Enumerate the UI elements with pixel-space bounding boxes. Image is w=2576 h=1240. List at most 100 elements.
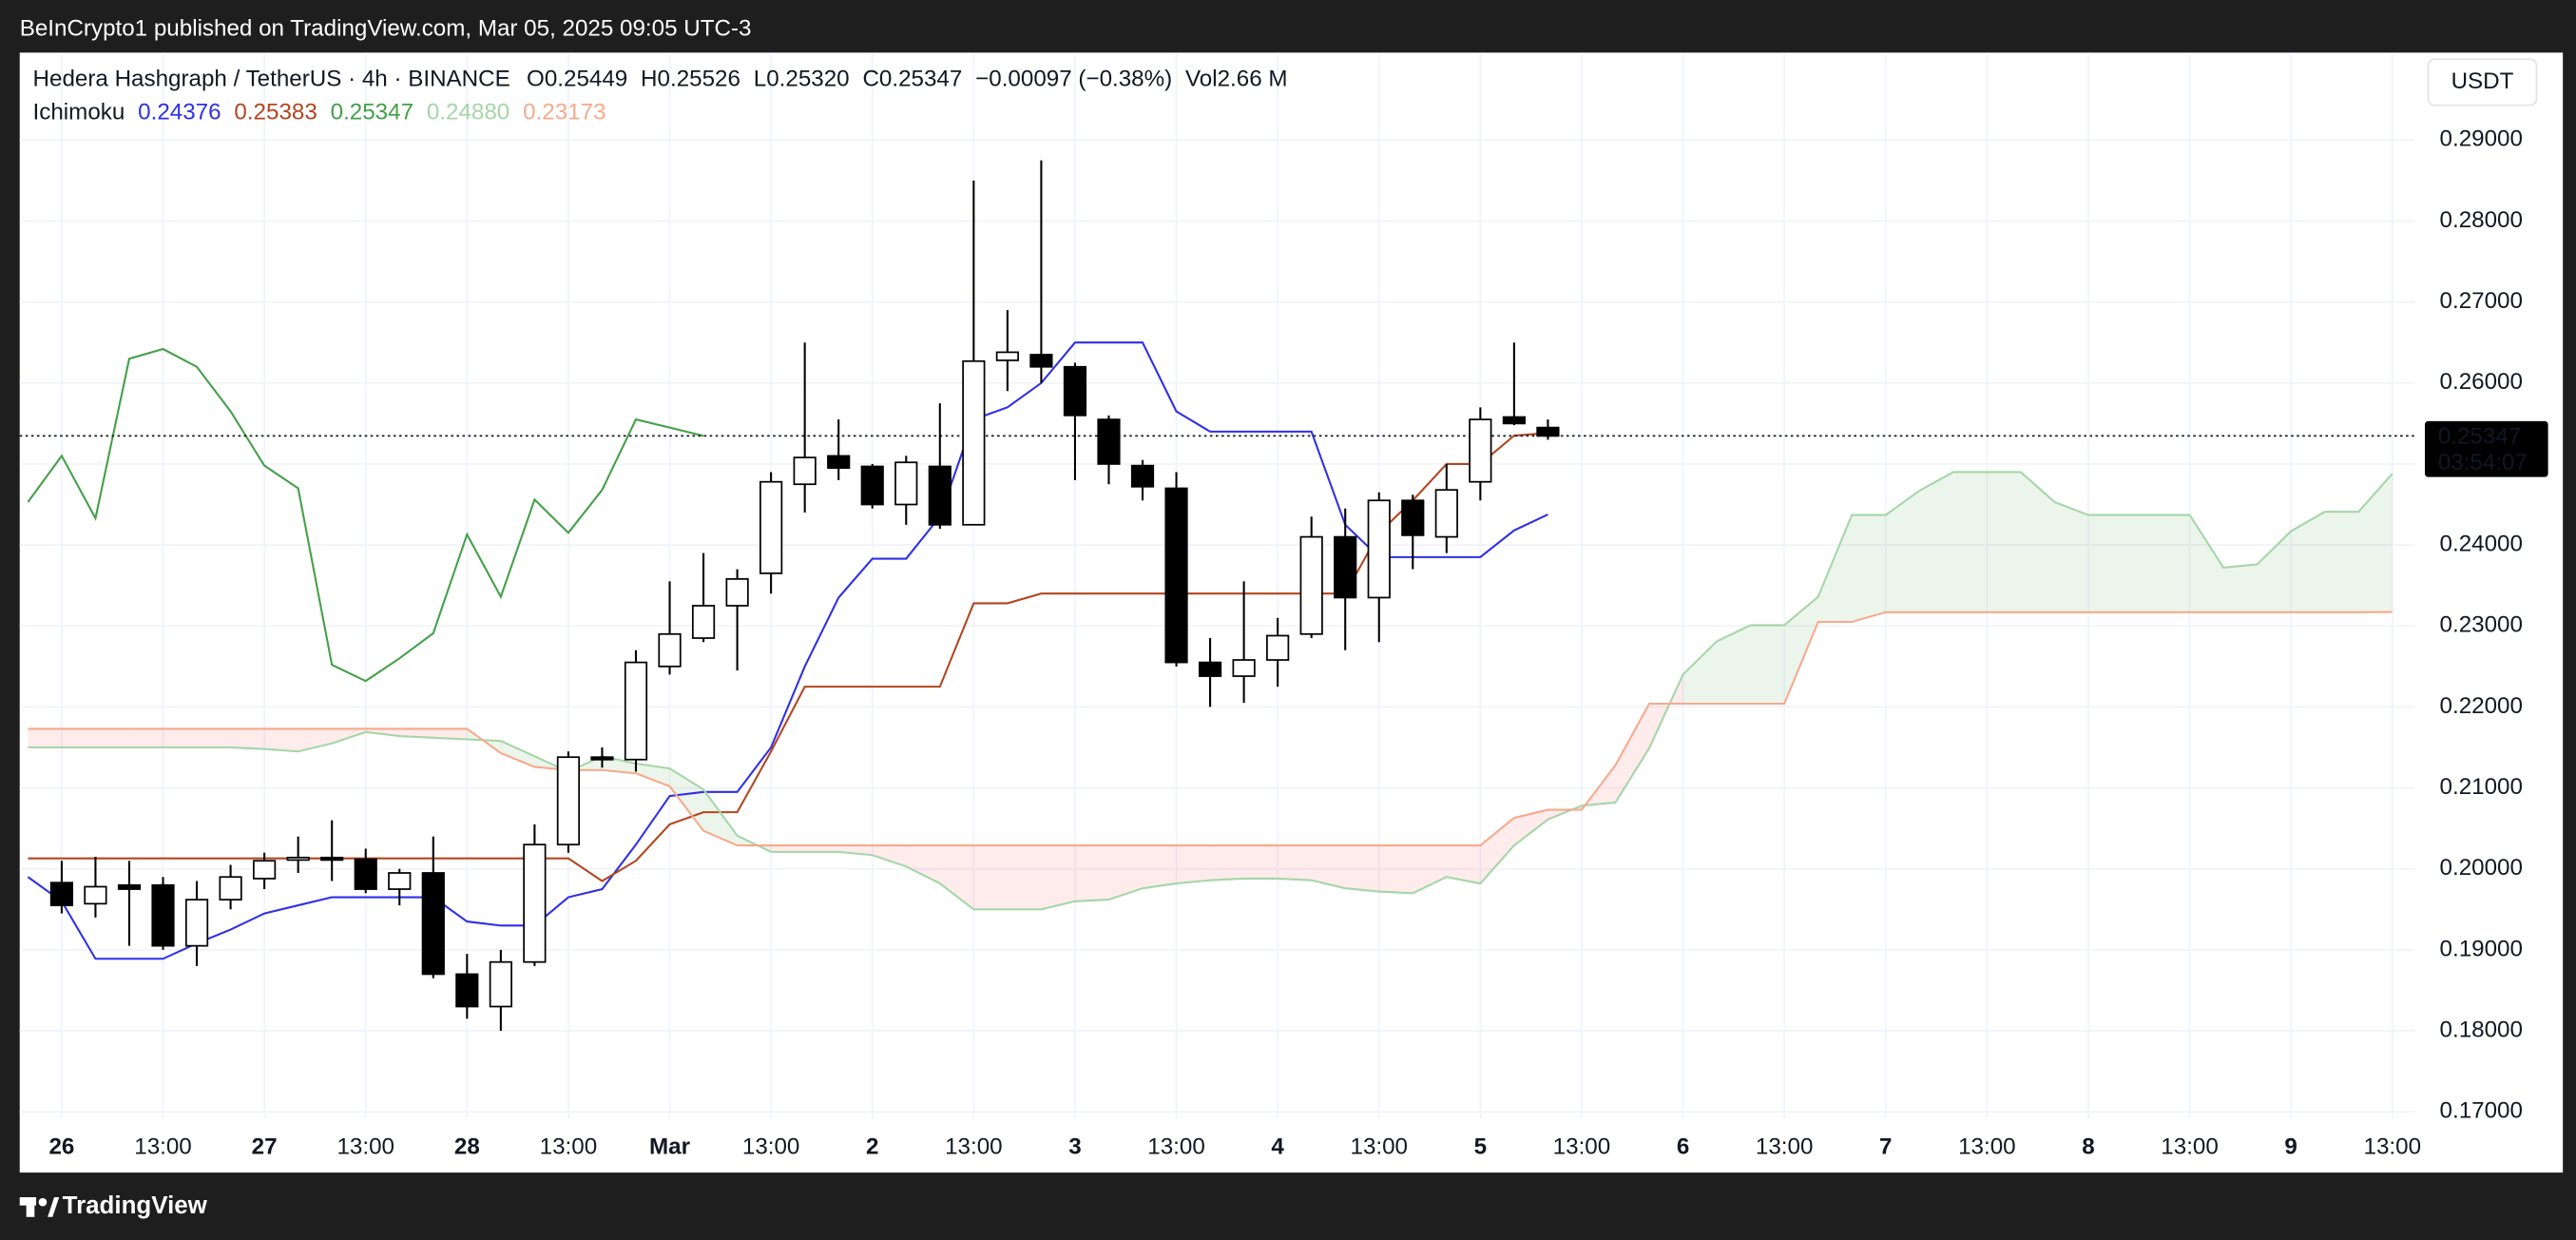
logo-mark [48, 1197, 60, 1217]
cloud-fill [906, 845, 940, 884]
candle-body [894, 461, 918, 506]
y-tick-label: 0.24000 [2440, 531, 2523, 556]
cloud-fill [1750, 625, 1785, 705]
currency[interactable]: USDT [2451, 68, 2514, 94]
candle-body [1367, 499, 1391, 599]
candle-body [1401, 499, 1425, 536]
indicator-value: 0.25383 [234, 100, 317, 126]
cloud-fill [2257, 531, 2292, 612]
candle-body [1130, 464, 1155, 488]
candle-body [1334, 535, 1357, 599]
x-tick-label: 13:00 [2161, 1134, 2219, 1160]
y-tick-label: 0.22000 [2440, 693, 2523, 719]
x-tick-label: 13:00 [1147, 1134, 1205, 1160]
y-tick-label: 0.28000 [2440, 207, 2523, 233]
candle-body [523, 843, 547, 963]
x-tick-label: 27 [252, 1134, 278, 1160]
cloud-fill [500, 741, 535, 767]
cloud-fill [298, 728, 333, 752]
candle-body [658, 632, 682, 668]
candle-body [421, 872, 445, 976]
candle-body [1164, 487, 1188, 664]
price-tag [2424, 420, 2548, 477]
x-tick-label: 4 [1271, 1134, 1284, 1160]
cloud-fill [567, 756, 603, 772]
y-tick-label: 0.21000 [2440, 774, 2523, 800]
indicator-value: 0.23173 [523, 100, 606, 126]
cloud-fill [163, 728, 198, 747]
cloud-fill [1446, 845, 1481, 884]
candle-body [1198, 661, 1222, 677]
x-tick-label: 13:00 [2364, 1134, 2422, 1160]
x-tick-label: 28 [454, 1134, 480, 1160]
price-tag-value: 0.25347 [2438, 424, 2521, 450]
cloud-fill [28, 728, 62, 747]
candle-body [1232, 659, 1256, 677]
cloud-fill [1143, 845, 1177, 889]
candle-body [219, 876, 242, 901]
x-tick-label: 9 [2284, 1134, 2297, 1160]
y-tick-label: 0.19000 [2440, 936, 2523, 961]
cloud-fill [1987, 472, 2021, 612]
cloud-fill [1041, 845, 1075, 910]
candle-body [590, 756, 614, 761]
cloud-fill [1852, 514, 1886, 623]
cloud-fill [1176, 845, 1211, 884]
ichimoku-line [28, 610, 2393, 847]
candle-body [455, 973, 479, 1008]
candle-body [691, 605, 716, 639]
logo-mark [38, 1197, 48, 1207]
cloud-fill [2189, 514, 2224, 612]
cloud-fill [1817, 514, 1853, 623]
cloud-fill [1210, 845, 1244, 881]
x-tick-label: 5 [1474, 1134, 1487, 1160]
cloud-fill [95, 728, 129, 747]
x-tick-label: 13:00 [1350, 1134, 1408, 1160]
x-tick-label: 26 [48, 1134, 74, 1160]
indicator-name: Ichimoku [33, 100, 125, 126]
x-tick-label: 8 [2082, 1134, 2094, 1160]
x-tick-label: 13:00 [134, 1134, 192, 1160]
x-tick-label: 13:00 [945, 1134, 1003, 1160]
cloud-fill [1682, 641, 1718, 705]
ichimoku-line [28, 471, 2393, 911]
cloud-fill [1919, 472, 1953, 612]
y-tick-label: 0.18000 [2440, 1017, 2523, 1042]
cloud-fill [1413, 845, 1447, 894]
candle-body [1029, 354, 1053, 368]
ichimoku-line [27, 341, 1548, 960]
ohlc-value: O0.25449 [527, 67, 627, 92]
candle-body [624, 661, 648, 761]
footer-brand: TradingView [63, 1192, 208, 1219]
x-tick-label: 13:00 [540, 1134, 598, 1160]
cloud-fill [703, 789, 738, 846]
cloud-fill [1345, 845, 1379, 892]
ohlc-value: L0.25320 [754, 67, 850, 92]
cloud-fill [61, 728, 96, 747]
plot [19, 160, 2415, 1032]
cloud-fill [2324, 512, 2359, 612]
candle-body [1063, 365, 1087, 417]
x-tick-label: 7 [1879, 1134, 1892, 1160]
x-tick-label: 13:00 [1756, 1134, 1814, 1160]
cloud-fill [771, 845, 805, 852]
cloud-fill [399, 728, 433, 738]
candle-body [117, 883, 142, 890]
y-tick-label: 0.20000 [2440, 855, 2523, 881]
published-note: BeInCrypto1 published on TradingView.com… [20, 16, 752, 42]
price-tag-countdown: 03:54:07 [2438, 450, 2528, 475]
candle-body [1097, 418, 1121, 465]
ichimoku-line [28, 432, 1548, 882]
candle-body [320, 856, 344, 862]
candle-body [1536, 426, 1560, 437]
candle-body [725, 578, 749, 607]
cloud-fill [1480, 818, 1514, 884]
currency-button[interactable] [2427, 58, 2538, 107]
cloud-fill [1717, 625, 1751, 705]
cloud-fill [1952, 472, 1988, 612]
cloud-fill [1378, 845, 1413, 894]
candle-body [184, 899, 209, 947]
cloud-fill [2223, 564, 2258, 612]
